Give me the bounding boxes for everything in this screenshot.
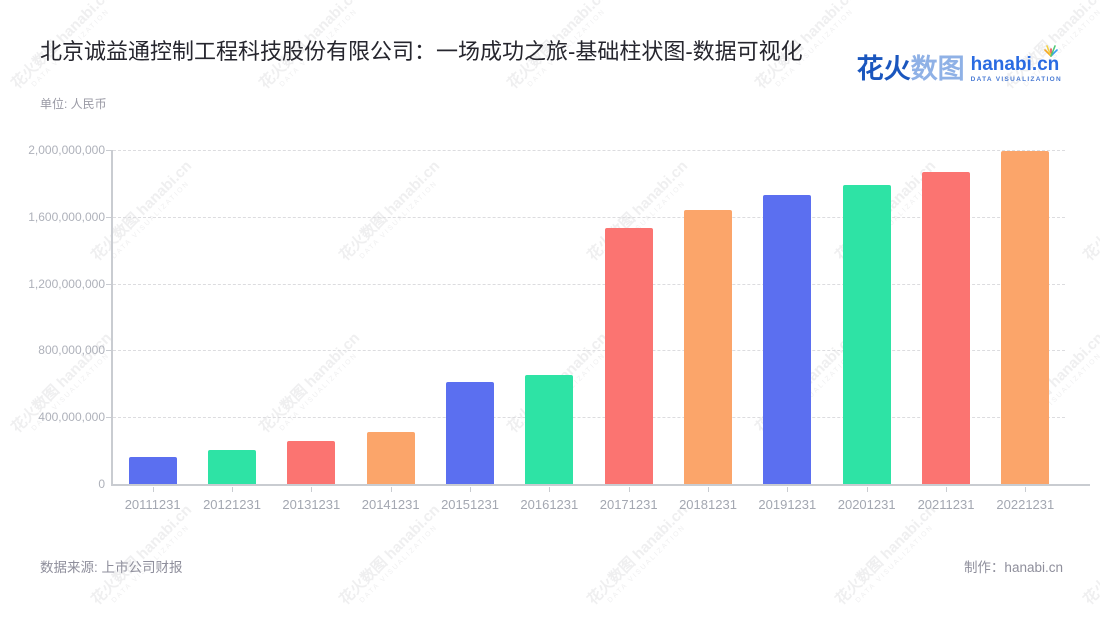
x-axis-label: 20171231 (599, 497, 658, 512)
y-axis-tick (106, 283, 111, 285)
y-axis-label: 800,000,000 (38, 343, 105, 358)
y-axis-label: 0 (98, 477, 105, 491)
plot-area: 0 400,000,000 800,000,000 1,200,000,000 1,60… (28, 143, 1090, 512)
logo-tagline-text: DATA VISUALIZATION (970, 76, 1062, 83)
x-axis-tick (708, 487, 709, 492)
bar-20141231 (366, 431, 415, 484)
x-axis-label: 20141231 (361, 497, 420, 512)
hanabi-logo: 花火数图 hanabi.cn DATA VISUALIZATION (857, 45, 1062, 83)
x-axis-tick (946, 487, 947, 492)
y-axis-tick (106, 350, 111, 352)
x-axis-label: 20131231 (282, 497, 341, 512)
bar-20161231 (525, 374, 574, 484)
y-axis-line (111, 150, 113, 486)
y-axis-label: 2,000,000,000 (28, 143, 105, 157)
bar-20111231 (128, 457, 177, 484)
y-axis-label: 1,600,000,000 (28, 209, 105, 224)
bar-20131231 (287, 440, 336, 484)
chart-title: 北京诚益通控制工程科技股份有限公司：一场成功之旅-基础柱状图-数据可视化 (40, 39, 803, 64)
gridline (113, 283, 1065, 285)
y-axis-label: 400,000,000 (38, 410, 105, 425)
gridline (113, 417, 1065, 419)
x-axis-tick (866, 487, 868, 492)
x-axis-tick (549, 487, 551, 492)
y-axis-tick (106, 150, 111, 151)
logo-latin-block: hanabi.cn DATA VISUALIZATION (970, 45, 1062, 83)
x-axis-label: 20221231 (996, 497, 1055, 512)
y-axis-tick (106, 417, 111, 419)
data-source-text: 数据来源: 上市公司财报 (40, 560, 183, 575)
x-axis-label: 20121231 (203, 497, 261, 512)
bar-20211231 (922, 172, 970, 484)
x-axis-tick (152, 487, 154, 492)
x-axis-line (111, 484, 1090, 486)
bar-20221231 (1001, 150, 1050, 484)
gridline (113, 150, 1065, 151)
gridline (113, 350, 1065, 352)
x-axis-label: 20181231 (679, 497, 737, 512)
y-axis-tick (106, 216, 111, 218)
x-axis-label: 20211231 (917, 497, 975, 512)
x-axis-tick (311, 487, 313, 492)
x-axis-label: 20201231 (837, 497, 896, 512)
spark-icon (1044, 45, 1058, 57)
x-axis-tick (628, 487, 630, 492)
bar-20191231 (763, 195, 812, 484)
y-axis-label: 1,200,000,000 (28, 276, 105, 291)
x-axis-tick (1025, 487, 1027, 492)
gridline (113, 216, 1065, 218)
x-axis-label: 20111231 (124, 497, 181, 512)
logo-cn-text: 花火数图 (857, 56, 965, 83)
unit-label: 单位: 人民币 (40, 97, 107, 111)
x-axis-tick (232, 487, 233, 492)
bar-20151231 (446, 381, 494, 484)
bar-20121231 (208, 449, 256, 484)
x-axis-label: 20191231 (758, 497, 817, 512)
bar-20171231 (604, 227, 653, 484)
credit-text: 制作：hanabi.cn (963, 560, 1063, 575)
x-axis-tick (470, 487, 471, 492)
bar-20181231 (684, 209, 732, 484)
x-axis-tick (787, 487, 789, 492)
x-axis-label: 20161231 (520, 497, 579, 512)
bar-20201231 (842, 185, 891, 484)
logo-shutu-text: 数图 (910, 54, 965, 84)
x-axis-label: 20151231 (441, 497, 499, 512)
x-axis-tick (390, 487, 392, 492)
logo-hanabi-text: hanabi.cn (970, 54, 1060, 75)
logo-huahuo-text: 花火 (856, 54, 911, 84)
